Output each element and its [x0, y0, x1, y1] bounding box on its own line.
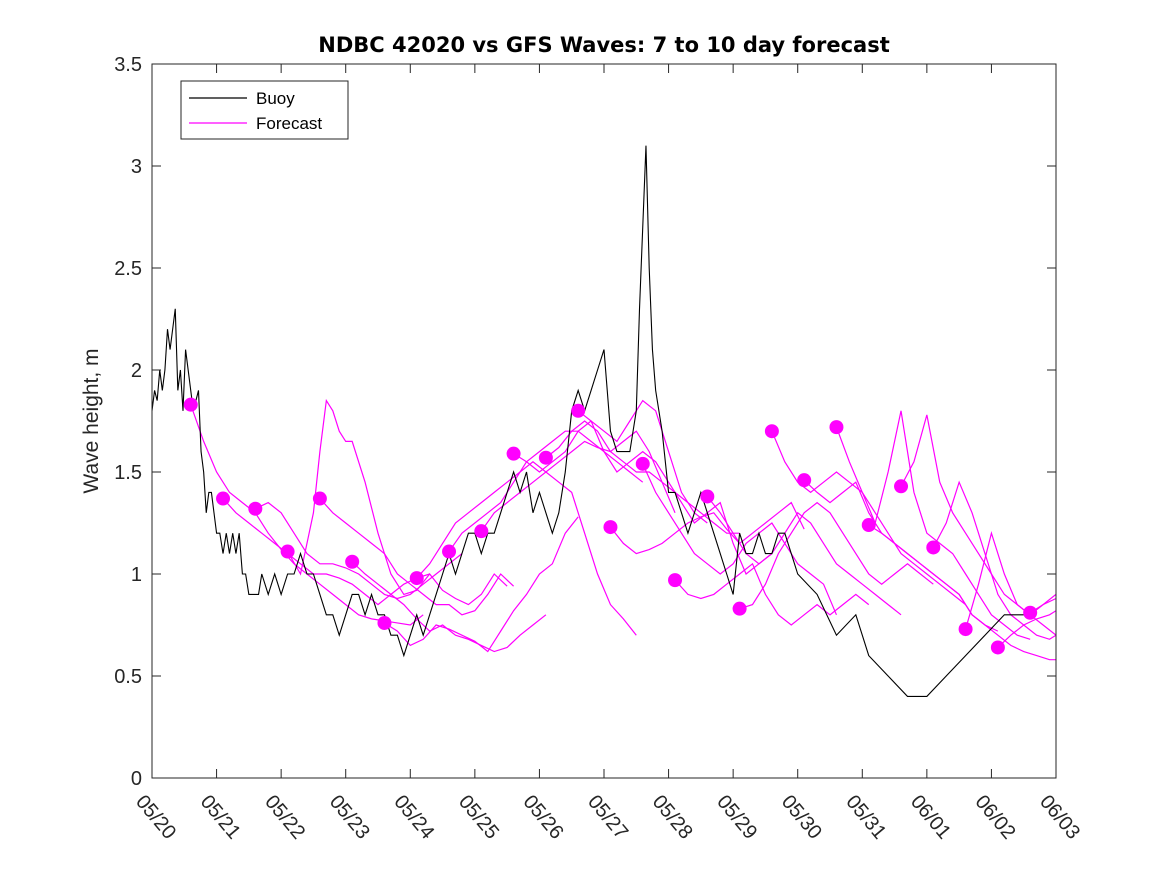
forecast-marker-20	[797, 473, 812, 488]
forecast-line-15	[642, 463, 838, 616]
forecast-marker-4	[280, 544, 295, 559]
forecast-marker-1	[183, 397, 198, 412]
forecast-line-2	[222, 498, 430, 606]
y-axis-label: Wave height, m	[80, 348, 103, 493]
forecast-marker-16	[668, 573, 683, 588]
forecast-marker-14	[603, 520, 618, 535]
forecast-marker-26	[990, 640, 1005, 655]
forecast-marker-7	[377, 615, 392, 630]
forecast-line-26	[997, 610, 1056, 648]
forecast-line-7	[384, 516, 579, 653]
forecast-marker-12	[538, 450, 553, 465]
forecast-line-12	[545, 420, 740, 534]
y-tick-label: 0	[131, 768, 142, 790]
forecast-marker-15	[635, 456, 650, 471]
buoy-line	[152, 145, 1024, 697]
legend-box	[180, 80, 349, 140]
y-tick-label: 0.5	[114, 666, 142, 688]
forecast-marker-11	[506, 446, 521, 461]
forecast-marker-27	[1023, 605, 1038, 620]
y-tick-label: 3	[131, 156, 142, 178]
forecast-marker-3	[248, 501, 263, 516]
forecast-marker-10	[474, 524, 489, 539]
y-tick-label: 3.5	[114, 54, 142, 76]
forecast-marker-9	[442, 544, 457, 559]
forecast-marker-6	[345, 554, 360, 569]
forecast-marker-19	[764, 424, 779, 439]
forecast-marker-2	[216, 491, 231, 506]
chart-title: NDBC 42020 vs GFS Waves: 7 to 10 day for…	[318, 33, 889, 57]
forecast-line-22	[868, 524, 1056, 661]
forecast-marker-17	[700, 489, 715, 504]
forecast-line-9	[448, 430, 644, 552]
forecast-line-5	[319, 498, 515, 616]
forecast-line-3	[255, 501, 463, 600]
forecast-marker-24	[926, 540, 941, 555]
forecast-line-16	[674, 562, 870, 626]
legend-forecast-label: Forecast	[256, 114, 322, 133]
forecast-line-17	[706, 496, 902, 616]
forecast-line-19	[771, 430, 966, 606]
legend-buoy-label: Buoy	[256, 89, 295, 108]
series-layer	[152, 145, 1056, 697]
forecast-line-8	[416, 461, 637, 636]
y-tick-label: 1	[131, 564, 142, 586]
forecast-line-14	[609, 501, 805, 555]
forecast-line-4	[287, 398, 508, 606]
forecast-marker-8	[409, 571, 424, 586]
y-tick-label: 1.5	[114, 462, 142, 484]
forecast-marker-23	[894, 479, 909, 494]
forecast-marker-13	[571, 403, 586, 418]
forecast-marker-22	[861, 518, 876, 533]
legend: Buoy Forecast	[180, 80, 349, 140]
forecast-marker-25	[958, 622, 973, 637]
forecast-line-6	[351, 561, 547, 653]
forecast-marker-21	[829, 420, 844, 435]
forecast-marker-5	[312, 491, 327, 506]
y-tick-label: 2.5	[114, 258, 142, 280]
y-tick-label: 2	[131, 360, 142, 382]
forecast-line-11	[513, 399, 708, 524]
forecast-marker-18	[732, 601, 747, 616]
forecast-line-18	[739, 501, 934, 610]
forecast-line-21	[835, 410, 1031, 640]
forecast-line-24	[932, 480, 1056, 640]
forecast-line-10	[480, 430, 676, 532]
